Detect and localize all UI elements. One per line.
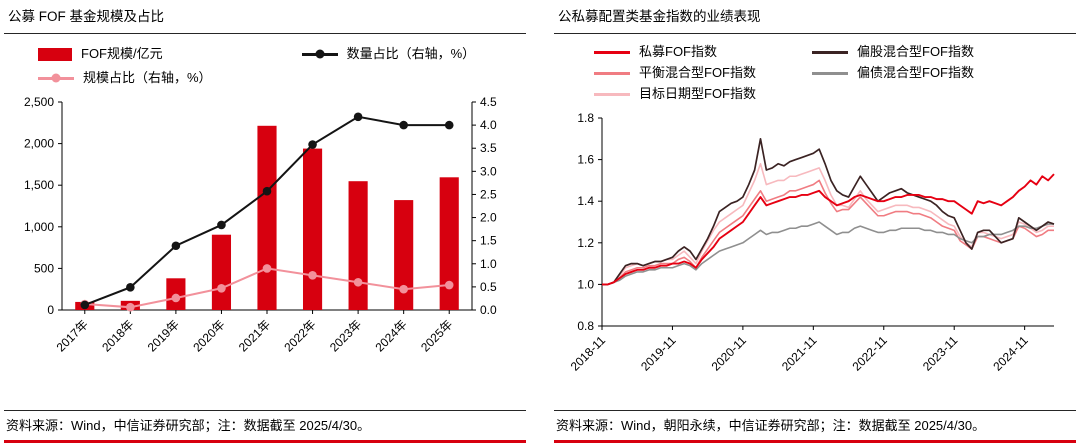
svg-text:1.5: 1.5 — [480, 234, 497, 248]
legend-label: 数量占比（右轴，%） — [346, 46, 476, 61]
legend-label: 规模占比（右轴，%） — [83, 70, 212, 85]
source-note-left: 资料来源：Wind，中信证券研究部；注：数据截至 2025/4/30。 — [4, 410, 526, 440]
svg-text:2022-11: 2022-11 — [849, 333, 890, 374]
svg-text:1.0: 1.0 — [577, 277, 594, 291]
panel-header-left: 公募 FOF 基金规模及占比 — [4, 0, 526, 34]
svg-text:4.0: 4.0 — [480, 118, 497, 132]
legend-left: FOF规模/亿元 数量占比（右轴，%） 规模占比（右轴，%） — [38, 46, 526, 86]
svg-text:2020年: 2020年 — [190, 317, 227, 354]
legend-line-dot-swatch-icon — [301, 52, 338, 56]
svg-text:2018-11: 2018-11 — [568, 333, 609, 374]
svg-text:0.5: 0.5 — [480, 280, 497, 294]
legend-right: 私募FOF指数 偏股混合型FOF指数平衡混合型FOF指数 偏债混合型FOF指数目标日… — [594, 44, 1076, 102]
svg-text:2024-11: 2024-11 — [990, 333, 1031, 374]
svg-text:2019年: 2019年 — [145, 317, 182, 354]
source-note-right: 资料来源：Wind，朝阳永续，中信证券研究部；注：数据截至 2025/4/30。 — [554, 410, 1076, 440]
panel-header-right: 公私募配置类基金指数的业绩表现 — [554, 0, 1076, 34]
svg-text:1.2: 1.2 — [577, 236, 594, 250]
legend-item: FOF规模/亿元 — [38, 46, 212, 62]
legend-label: 偏股混合型FOF指数 — [857, 44, 974, 59]
legend-item: 目标日期型FOF指数 — [594, 86, 756, 102]
svg-text:2022年: 2022年 — [281, 317, 318, 354]
legend-item: 规模占比（右轴，%） — [38, 70, 212, 86]
bottom-red-rule-right — [554, 440, 1076, 443]
svg-text:2019-11: 2019-11 — [638, 333, 679, 374]
svg-text:0: 0 — [47, 303, 54, 317]
svg-text:4.5: 4.5 — [480, 95, 497, 109]
footer-left: 资料来源：Wind，中信证券研究部；注：数据截至 2025/4/30。 — [4, 410, 526, 443]
bottom-red-rule-left — [4, 440, 526, 443]
svg-text:3.0: 3.0 — [480, 164, 497, 178]
svg-text:1.6: 1.6 — [577, 153, 594, 167]
svg-text:3.5: 3.5 — [480, 141, 497, 155]
legend-label: 目标日期型FOF指数 — [639, 86, 756, 101]
svg-text:2021年: 2021年 — [236, 317, 273, 354]
svg-text:2025年: 2025年 — [418, 317, 455, 354]
svg-text:2020-11: 2020-11 — [709, 333, 750, 374]
legend-line-swatch-icon — [812, 71, 848, 75]
svg-text:1,500: 1,500 — [24, 178, 54, 192]
footer-right: 资料来源：Wind，朝阳永续，中信证券研究部；注：数据截至 2025/4/30。 — [554, 410, 1076, 443]
svg-text:0.0: 0.0 — [480, 303, 497, 317]
fund-index-line-chart: 0.8 1.0 1.2 1.4 1.6 1.8 2018-11 2019-11 2020-11 2… — [568, 111, 1055, 374]
svg-text:2024年: 2024年 — [373, 317, 410, 354]
legend-bar-swatch-icon — [38, 47, 72, 61]
right-panel: 公私募配置类基金指数的业绩表现 私募FOF指数 偏股混合型FOF指数平衡混合型FO… — [554, 0, 1076, 443]
legend-line-swatch-icon — [594, 92, 630, 96]
svg-text:2,500: 2,500 — [24, 95, 54, 109]
fof-scale-bar-chart: 0 500 1,000 1,500 2,000 2,500 0.0 0.5 1.0 1.5 2.0 2… — [24, 95, 497, 354]
svg-text:500: 500 — [34, 261, 54, 275]
svg-text:1.4: 1.4 — [577, 194, 594, 208]
legend-item: 数量占比（右轴，%） — [301, 46, 476, 62]
svg-text:2,000: 2,000 — [24, 137, 54, 151]
svg-text:2023年: 2023年 — [327, 317, 364, 354]
svg-text:2023-11: 2023-11 — [920, 333, 961, 374]
svg-text:1.8: 1.8 — [577, 111, 594, 125]
page-title-left: 公募 FOF 基金规模及占比 — [8, 9, 164, 24]
legend-line-swatch-icon — [594, 71, 630, 75]
legend-item: 平衡混合型FOF指数 — [594, 65, 756, 81]
svg-text:2.0: 2.0 — [480, 211, 497, 225]
legend-item: 偏股混合型FOF指数 — [812, 44, 974, 60]
legend-label: 偏债混合型FOF指数 — [857, 65, 974, 80]
legend-label: FOF规模/亿元 — [81, 46, 163, 61]
svg-text:1,000: 1,000 — [24, 220, 54, 234]
legend-label: 平衡混合型FOF指数 — [639, 65, 756, 80]
legend-item: 私募FOF指数 — [594, 44, 756, 60]
svg-text:2017年: 2017年 — [54, 317, 91, 354]
svg-text:2018年: 2018年 — [99, 317, 136, 354]
legend-line-swatch-icon — [594, 50, 630, 54]
legend-line-dot-swatch-icon — [38, 76, 74, 80]
legend-label: 私募FOF指数 — [639, 44, 717, 59]
left-panel: 公募 FOF 基金规模及占比 FOF规模/亿元 数量占比（右轴，%） 规模占比（右轴… — [4, 0, 526, 443]
legend-line-swatch-icon — [812, 50, 848, 54]
svg-text:2.5: 2.5 — [480, 187, 497, 201]
svg-text:0.8: 0.8 — [577, 319, 594, 333]
legend-item: 偏债混合型FOF指数 — [812, 65, 974, 81]
svg-text:1.0: 1.0 — [480, 257, 497, 271]
svg-text:2021-11: 2021-11 — [779, 333, 820, 374]
page-title-right: 公私募配置类基金指数的业绩表现 — [558, 9, 761, 24]
